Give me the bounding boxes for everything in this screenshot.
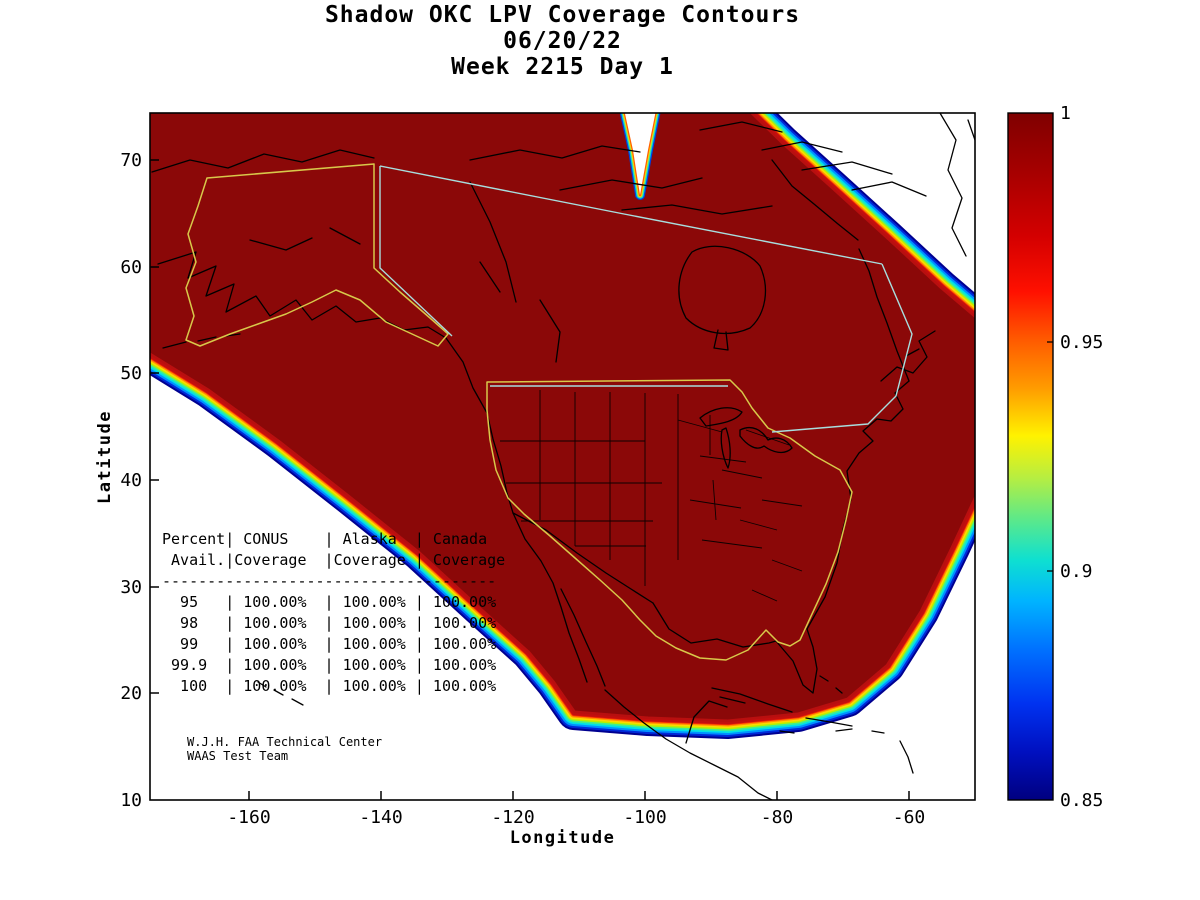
colorbar-tick-label: 0.9 — [1060, 561, 1093, 582]
figure-title: Shadow OKC LPV Coverage Contours — [324, 2, 801, 28]
state-borders — [500, 390, 803, 602]
coverage-availability-table: Percent| CONUS | Alaska | Canada Avail.|… — [162, 530, 506, 695]
x-tick-label: -120 — [491, 807, 535, 828]
colorbar — [1007, 112, 1054, 801]
colorbar-tick-label: 0.95 — [1060, 332, 1104, 353]
axis-ticks — [150, 159, 910, 800]
x-tick-label: -60 — [892, 807, 926, 828]
y-tick-label: 60 — [120, 256, 142, 278]
attribution-line1: W.J.H. FAA Technical Center — [187, 735, 383, 749]
service-lines — [379, 165, 913, 433]
y-tick-label: 70 — [120, 149, 142, 171]
y-tick-label: 20 — [120, 683, 142, 705]
x-tick-label: -80 — [760, 807, 794, 828]
coastline-outlines — [151, 113, 975, 800]
y-tick-label: 30 — [120, 576, 142, 598]
x-tick-label: -140 — [359, 807, 403, 828]
y-tick-label: 40 — [120, 469, 142, 491]
attribution-line2: WAAS Test Team — [187, 749, 289, 763]
figure-title-block: Shadow OKC LPV Coverage Contours 06/20/2… — [150, 2, 975, 80]
y-tick-label: 50 — [120, 363, 142, 385]
figure-date: 06/20/22 — [503, 28, 622, 54]
x-tick-label: -100 — [623, 807, 667, 828]
colorbar-tick-label: 0.85 — [1060, 790, 1104, 811]
alaska-boundary-outline — [185, 163, 449, 347]
plot-border — [149, 112, 976, 801]
colorbar-ticks — [1047, 341, 1053, 572]
conus-boundary-outline — [486, 379, 853, 661]
x-axis-label: Longitude — [509, 828, 616, 848]
colorbar-tick-label: 1 — [1060, 103, 1071, 124]
figure-week-day: Week 2215 Day 1 — [451, 54, 674, 80]
y-tick-label: 10 — [120, 790, 142, 811]
attribution-text: W.J.H. FAA Technical Center WAAS Test Te… — [187, 735, 382, 763]
x-tick-label: -160 — [227, 807, 271, 828]
service-volume-outlines — [185, 163, 853, 661]
